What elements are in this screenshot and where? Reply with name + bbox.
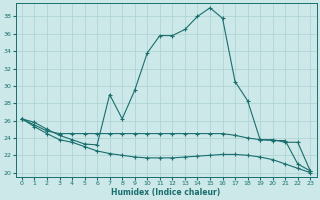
- X-axis label: Humidex (Indice chaleur): Humidex (Indice chaleur): [111, 188, 221, 197]
